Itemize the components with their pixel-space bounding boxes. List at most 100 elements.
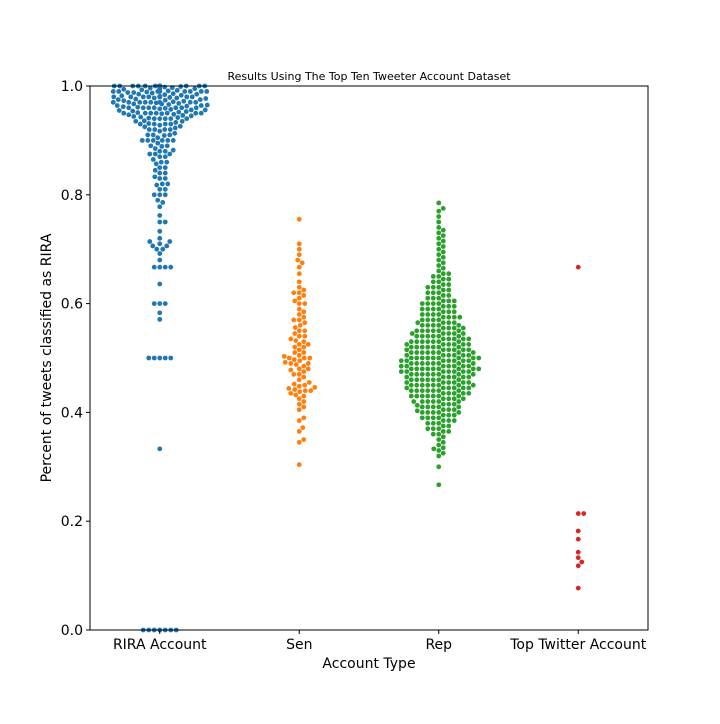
data-point <box>165 138 171 143</box>
data-point <box>286 355 292 361</box>
data-point <box>174 95 180 101</box>
data-point <box>419 361 425 366</box>
data-point <box>165 181 171 187</box>
data-point <box>460 369 466 374</box>
y-axis: 0.0 0.2 0.4 0.6 0.8 1.0 <box>61 79 90 639</box>
data-point <box>170 99 176 105</box>
data-point <box>436 322 442 328</box>
data-point <box>470 371 476 377</box>
data-point <box>466 385 472 391</box>
data-point <box>440 227 446 233</box>
data-point <box>430 371 436 377</box>
data-point <box>460 363 466 369</box>
data-point <box>466 358 472 364</box>
data-point <box>446 429 452 434</box>
data-point <box>139 87 145 93</box>
data-point <box>141 118 147 124</box>
data-point <box>414 333 420 339</box>
data-point <box>451 390 457 396</box>
data-point <box>155 135 161 141</box>
data-point <box>161 133 167 138</box>
data-point <box>470 355 476 361</box>
data-point <box>446 320 452 326</box>
data-point <box>151 121 157 127</box>
data-point <box>151 95 157 101</box>
data-point <box>157 192 163 198</box>
data-point <box>291 317 297 323</box>
data-point <box>188 107 194 113</box>
data-point <box>419 328 425 334</box>
data-point <box>151 355 157 361</box>
data-point <box>154 246 160 252</box>
data-point <box>110 99 116 105</box>
data-point <box>456 388 462 394</box>
data-point <box>456 322 462 328</box>
data-point <box>164 159 170 165</box>
data-point <box>172 125 178 131</box>
data-point <box>430 344 436 350</box>
data-point <box>476 366 482 372</box>
data-point <box>446 293 452 298</box>
data-point <box>466 390 472 396</box>
data-point <box>460 342 466 347</box>
data-point <box>425 333 431 339</box>
data-point <box>460 325 466 331</box>
data-point <box>440 342 446 347</box>
data-point <box>440 287 446 293</box>
data-point <box>167 127 173 132</box>
data-point <box>111 94 117 100</box>
data-point <box>446 369 452 374</box>
data-point <box>436 328 442 334</box>
data-point <box>456 339 462 345</box>
data-point <box>419 339 425 345</box>
data-point <box>425 322 431 328</box>
data-point <box>436 442 442 448</box>
data-point <box>451 369 457 374</box>
data-point <box>436 306 442 312</box>
data-point <box>408 344 414 350</box>
data-point <box>293 338 299 343</box>
data-point <box>164 243 170 249</box>
plot-frame <box>89 85 649 631</box>
data-point <box>404 352 410 358</box>
data-point <box>177 123 183 129</box>
data-point <box>305 342 311 347</box>
data-point <box>305 366 311 372</box>
data-point <box>296 333 302 339</box>
data-point <box>451 320 457 326</box>
data-point <box>430 431 436 437</box>
data-point <box>440 314 446 320</box>
data-point <box>297 358 303 364</box>
data-point <box>451 309 457 315</box>
data-point <box>198 110 204 116</box>
data-point <box>446 401 452 407</box>
data-point <box>404 380 410 385</box>
data-point <box>456 350 462 355</box>
data-point <box>436 208 442 214</box>
data-point <box>425 399 431 404</box>
data-point <box>173 105 179 111</box>
data-point <box>408 366 414 372</box>
data-point <box>292 331 298 336</box>
data-point <box>579 559 585 565</box>
data-point <box>162 92 168 98</box>
data-point <box>296 401 302 407</box>
data-point <box>296 290 302 296</box>
data-point <box>446 423 452 429</box>
data-point <box>292 325 298 330</box>
data-point <box>139 138 145 143</box>
data-point <box>451 412 457 418</box>
data-point <box>167 95 173 100</box>
data-point <box>197 97 203 102</box>
data-point <box>425 377 431 383</box>
data-point <box>430 290 436 296</box>
data-point <box>446 287 452 293</box>
data-point <box>575 585 581 591</box>
data-point <box>451 385 457 391</box>
data-point <box>153 161 159 167</box>
data-point <box>296 271 302 277</box>
data-point <box>436 312 442 317</box>
data-point <box>126 105 132 111</box>
data-point <box>575 536 581 542</box>
data-point <box>183 109 189 114</box>
